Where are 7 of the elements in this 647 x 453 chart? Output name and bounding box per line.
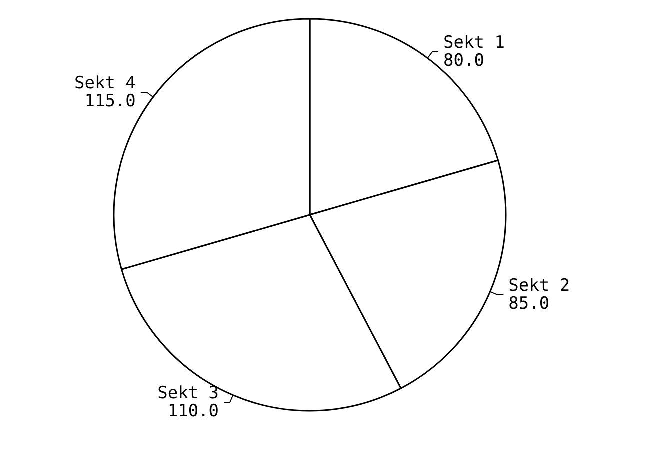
data-label: 110.0 (168, 402, 220, 422)
slice-label: Sekt 1 (444, 32, 505, 53)
data-label: 115.0 (84, 91, 136, 112)
data-label: 80.0 (444, 50, 485, 71)
slice-label: Sekt 2 (508, 276, 570, 296)
slice-label: Sekt 4 (74, 73, 136, 94)
data-label: 85.0 (508, 294, 550, 314)
